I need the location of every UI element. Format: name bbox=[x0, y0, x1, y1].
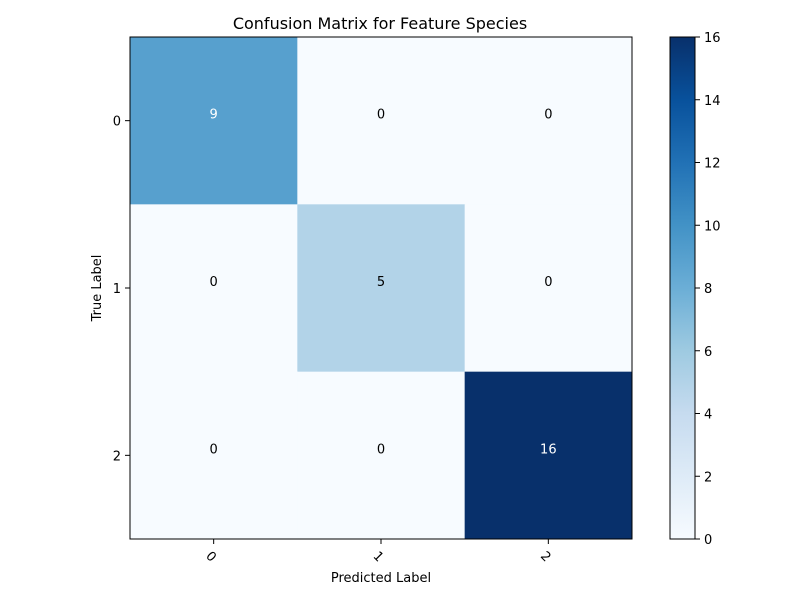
heatmap-cell-2-1 bbox=[297, 371, 466, 540]
heatmap-cells bbox=[130, 37, 633, 540]
heatmap-cell-0-1 bbox=[297, 37, 466, 205]
cell-value-labels: 9 0 0 0 5 0 0 0 16 bbox=[210, 108, 557, 458]
heatmap-cell-1-1 bbox=[297, 204, 466, 373]
x-tick-label: 2 bbox=[537, 549, 553, 565]
cell-value-label-1-1: 5 bbox=[377, 275, 385, 290]
heatmap-cell-1-0 bbox=[130, 204, 298, 373]
colorbar-tick-label: 10 bbox=[704, 219, 721, 234]
y-tick-label: 1 bbox=[113, 282, 121, 297]
x-tick-label: 1 bbox=[370, 549, 386, 565]
colorbar-tick-label: 14 bbox=[704, 94, 721, 109]
heatmap-cell-0-0 bbox=[130, 37, 298, 205]
y-tick-label: 0 bbox=[113, 115, 121, 130]
colorbar-tick-label: 16 bbox=[704, 31, 721, 46]
heatmap-cell-2-0 bbox=[130, 371, 298, 540]
colorbar-ticks: 0 2 4 6 8 10 12 14 16 bbox=[695, 31, 721, 548]
y-axis-ticks: 0 1 2 bbox=[113, 115, 130, 464]
colorbar bbox=[669, 36, 696, 540]
heatmap-cell-2-2 bbox=[464, 371, 633, 540]
cell-value-label-0-0: 9 bbox=[210, 108, 218, 123]
colorbar-tick-label: 8 bbox=[704, 282, 712, 297]
colorbar-tick-label: 4 bbox=[704, 408, 712, 423]
cell-value-label-2-0: 0 bbox=[210, 442, 218, 457]
cell-value-label-2-2: 16 bbox=[540, 442, 557, 457]
x-axis-label: Predicted Label bbox=[331, 571, 431, 586]
colorbar-tick-label: 2 bbox=[704, 470, 712, 485]
y-tick-label: 2 bbox=[113, 449, 121, 464]
x-tick-label: 0 bbox=[202, 549, 218, 565]
colorbar-tick-label: 12 bbox=[704, 157, 721, 172]
chart-title: Confusion Matrix for Feature Species bbox=[233, 14, 527, 33]
cell-value-label-0-2: 0 bbox=[544, 108, 552, 123]
y-axis-label: True Label bbox=[90, 255, 105, 323]
cell-value-label-1-2: 0 bbox=[544, 275, 552, 290]
cell-value-label-2-1: 0 bbox=[377, 442, 385, 457]
colorbar-tick-label: 6 bbox=[704, 345, 712, 360]
colorbar-tick-label: 0 bbox=[704, 533, 712, 548]
heatmap-cell-1-2 bbox=[464, 204, 633, 373]
x-axis-ticks: 0 1 2 bbox=[202, 539, 554, 565]
cell-value-label-1-0: 0 bbox=[210, 275, 218, 290]
heatmap-cell-0-2 bbox=[464, 37, 633, 205]
cell-value-label-0-1: 0 bbox=[377, 108, 385, 123]
